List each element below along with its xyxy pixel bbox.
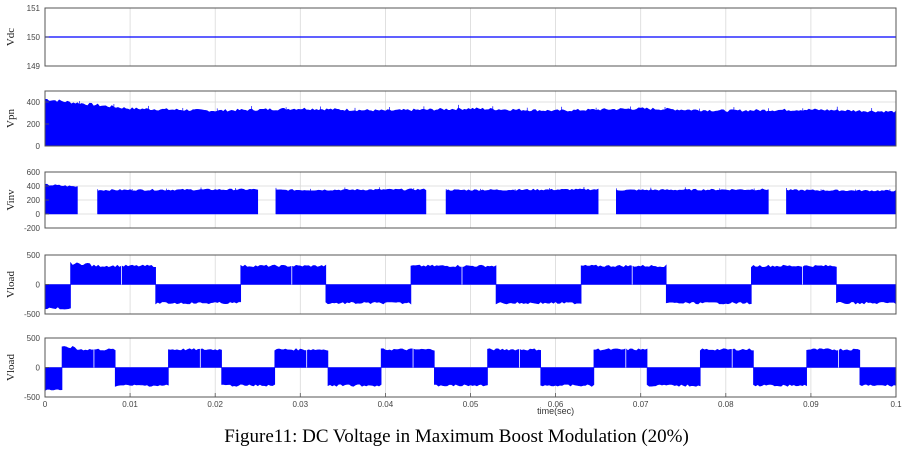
trace-vload bbox=[45, 261, 896, 310]
y-tick-label: 500 bbox=[27, 251, 41, 260]
square-wave-segment bbox=[540, 367, 595, 387]
y-tick-label: 500 bbox=[27, 334, 41, 343]
series-band bbox=[786, 189, 896, 215]
panel-1: 151 150 149 Vdc bbox=[5, 4, 897, 71]
series-band bbox=[616, 188, 769, 215]
square-wave-segment bbox=[240, 264, 327, 285]
x-tick-label: 0 bbox=[43, 400, 48, 409]
square-wave-segment bbox=[45, 284, 71, 310]
y-tick-label: 0 bbox=[36, 281, 41, 290]
square-wave-segment bbox=[806, 348, 861, 368]
x-tick-label: 0.01 bbox=[122, 400, 138, 409]
square-wave-segment bbox=[434, 367, 488, 387]
series-band bbox=[445, 188, 599, 215]
y-axis-label: Vpn bbox=[5, 109, 17, 128]
square-wave-segment bbox=[699, 348, 754, 368]
square-wave-segment bbox=[593, 348, 648, 368]
square-wave-segment bbox=[274, 348, 329, 368]
x-axis-label: time(sec) bbox=[537, 406, 574, 416]
square-wave-segment bbox=[646, 367, 701, 387]
y-tick-label: -500 bbox=[24, 310, 41, 319]
y-tick-label: 0 bbox=[36, 210, 41, 219]
square-wave-segment bbox=[221, 367, 276, 387]
square-wave-segment bbox=[665, 284, 752, 305]
trace-vpn bbox=[45, 95, 896, 146]
square-wave-segment bbox=[155, 284, 242, 305]
x-tick-label: 0.08 bbox=[718, 400, 734, 409]
square-wave-segment bbox=[859, 367, 896, 387]
square-wave-segment bbox=[45, 367, 63, 391]
square-wave-segment bbox=[410, 264, 497, 285]
y-tick-label: 150 bbox=[27, 33, 41, 42]
square-wave-segment bbox=[751, 264, 837, 285]
figure-caption: Figure11: DC Voltage in Maximum Boost Mo… bbox=[224, 426, 689, 447]
square-wave-segment bbox=[753, 367, 807, 387]
y-tick-label: 0 bbox=[36, 142, 41, 151]
panel-3: 600 400 200 0 -200 Vinv bbox=[5, 168, 897, 233]
y-tick-label: -500 bbox=[24, 393, 41, 402]
series-band bbox=[45, 99, 896, 146]
y-tick-label: 200 bbox=[27, 196, 41, 205]
panel-2: 400 200 0 Vpn bbox=[5, 90, 897, 151]
trace-vload bbox=[45, 346, 896, 391]
trace-vinv bbox=[45, 181, 896, 215]
y-axis-label: Vload bbox=[5, 271, 17, 298]
square-wave-segment bbox=[114, 367, 169, 387]
x-tick-label: 0.05 bbox=[463, 400, 479, 409]
x-tick-label: 0.09 bbox=[803, 400, 819, 409]
square-wave-segment bbox=[325, 284, 412, 305]
panel-4: 500 0 -500 Vload bbox=[5, 251, 897, 319]
square-wave-segment bbox=[168, 348, 222, 368]
x-tick-label: 0.07 bbox=[633, 400, 649, 409]
x-tick-label: 0.1 bbox=[890, 400, 902, 409]
square-wave-segment bbox=[61, 346, 116, 368]
x-tick-label: 0.06 bbox=[548, 400, 564, 409]
y-tick-label: 400 bbox=[27, 98, 41, 107]
y-tick-label: 0 bbox=[36, 364, 41, 373]
square-wave-segment bbox=[495, 284, 582, 305]
square-wave-segment bbox=[327, 367, 382, 387]
square-wave-segment bbox=[487, 348, 542, 368]
panel-frame bbox=[44, 90, 897, 147]
y-tick-label: 200 bbox=[27, 120, 41, 129]
panel-5: 500 0 -500 Vload bbox=[5, 334, 897, 402]
square-wave-segment bbox=[836, 284, 896, 305]
y-tick-label: 149 bbox=[27, 62, 41, 71]
square-wave-segment bbox=[380, 348, 435, 368]
y-tick-label: 400 bbox=[27, 182, 41, 191]
x-tick-label: 0.03 bbox=[293, 400, 309, 409]
y-axis-label: Vinv bbox=[5, 189, 17, 211]
x-tick-label: 0.04 bbox=[378, 400, 394, 409]
square-wave-segment bbox=[70, 261, 156, 285]
series-band bbox=[45, 183, 78, 215]
series-band bbox=[275, 188, 427, 215]
figure-chart: 151 150 149 Vdc 400 200 0 Vpn 600 400 200 0 -200 Vinv… bbox=[5, 4, 902, 416]
series-band bbox=[97, 188, 259, 215]
y-tick-label: -200 bbox=[24, 224, 41, 233]
y-axis-label: Vdc bbox=[5, 28, 17, 46]
y-axis-label: Vload bbox=[5, 354, 17, 381]
x-tick-label: 0.02 bbox=[207, 400, 223, 409]
square-wave-segment bbox=[580, 264, 667, 285]
y-tick-label: 151 bbox=[27, 4, 41, 13]
y-tick-label: 600 bbox=[27, 168, 41, 177]
